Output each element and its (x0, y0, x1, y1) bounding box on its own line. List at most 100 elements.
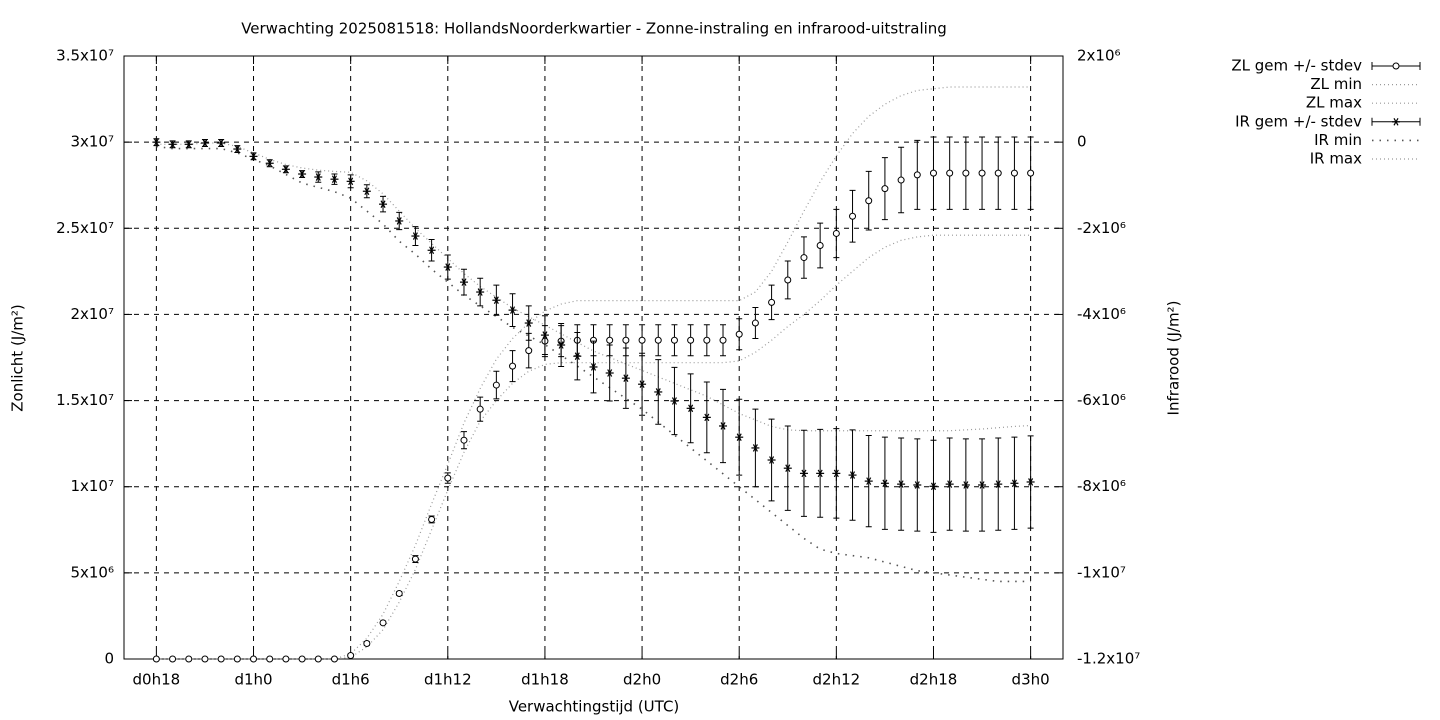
marker (897, 480, 906, 488)
marker-stroke (331, 175, 337, 183)
marker-stroke (736, 433, 742, 441)
y-tick-label: 2x10⁷ (70, 305, 114, 323)
marker-stroke (769, 456, 775, 464)
x-tick-label: d1h0 (234, 671, 272, 689)
marker (719, 336, 727, 344)
marker-stroke (590, 363, 597, 371)
marker (282, 655, 290, 663)
marker (929, 482, 938, 491)
marker (945, 480, 954, 488)
y2-tick-label: -1.2x10⁷ (1077, 650, 1140, 668)
marker-stroke (202, 139, 208, 147)
marker-stroke (574, 352, 580, 361)
marker (832, 469, 841, 478)
marker (881, 185, 889, 193)
marker-stroke (218, 139, 224, 147)
marker (363, 639, 371, 647)
marker-stroke (979, 481, 985, 489)
y-tick-label: 3x10⁷ (70, 133, 114, 151)
chart-title: Verwachting 2025081518: HollandsNoorderk… (241, 20, 947, 38)
marker (767, 456, 776, 464)
legend-label: ZL max (1306, 94, 1362, 112)
marker (848, 471, 857, 479)
marker (622, 336, 630, 344)
marker-stroke (898, 480, 904, 488)
marker (751, 319, 759, 327)
marker-stroke (914, 481, 920, 489)
marker (249, 152, 258, 161)
marker (816, 242, 824, 250)
marker-stroke (412, 232, 418, 240)
x-tick-label: d1h6 (332, 671, 370, 689)
x-tick-label: d3h0 (1012, 671, 1050, 689)
marker (508, 306, 517, 314)
y2-tick-label: -8x10⁶ (1077, 477, 1126, 495)
marker (217, 655, 225, 663)
x-axis-label: Verwachtingstijd (UTC) (509, 698, 680, 716)
marker (298, 655, 306, 663)
marker (735, 433, 744, 441)
marker (509, 362, 517, 370)
marker (540, 331, 549, 339)
marker (978, 169, 986, 177)
marker (217, 139, 226, 147)
marker (994, 480, 1003, 488)
legend-label: IR min (1314, 131, 1362, 149)
marker (1392, 62, 1400, 70)
marker (702, 413, 711, 422)
marker (427, 246, 436, 255)
marker (298, 170, 307, 178)
marker-stroke (170, 140, 176, 149)
marker (524, 319, 533, 327)
marker (428, 515, 436, 523)
marker-stroke (250, 152, 257, 161)
marker (962, 169, 970, 177)
marker (880, 479, 889, 488)
y2-tick-label: -6x10⁶ (1077, 391, 1126, 409)
marker (557, 341, 566, 349)
marker (573, 352, 582, 361)
y-tick-label: 5x10⁶ (70, 563, 114, 581)
marker (719, 422, 728, 430)
marker-stroke (752, 444, 758, 452)
marker (347, 652, 355, 660)
marker (492, 381, 500, 389)
x-tick-label: d1h18 (521, 671, 569, 689)
marker-stroke (866, 477, 872, 485)
marker-stroke (623, 374, 629, 382)
x-tick-label: d2h18 (910, 671, 958, 689)
marker-stroke (963, 481, 969, 489)
marker (816, 469, 825, 478)
marker (185, 655, 193, 663)
marker-stroke (704, 413, 710, 422)
x-tick-label: d2h6 (720, 671, 758, 689)
y2-tick-label: 2x10⁶ (1077, 47, 1121, 65)
legend-label: ZL min (1310, 75, 1362, 93)
marker-stroke (833, 469, 839, 478)
legend-label: IR max (1310, 150, 1362, 168)
marker (379, 200, 388, 208)
marker-stroke (720, 422, 726, 430)
marker (1010, 479, 1019, 488)
marker-stroke (348, 177, 354, 186)
marker-stroke (364, 187, 370, 196)
marker (946, 169, 954, 177)
marker (330, 655, 338, 663)
marker-stroke (671, 397, 677, 405)
marker-stroke (510, 306, 516, 314)
marker-stroke (1393, 118, 1399, 126)
marker (605, 369, 614, 377)
marker-stroke (315, 173, 321, 181)
plot-frame (123, 55, 1064, 660)
marker-stroke (153, 138, 159, 146)
y-tick-label: 3.5x10⁷ (56, 47, 114, 65)
marker (994, 169, 1002, 177)
marker (784, 276, 792, 284)
marker-stroke (558, 341, 564, 349)
marker (281, 165, 290, 174)
marker (978, 481, 987, 489)
marker-stroke (380, 200, 386, 208)
marker (670, 397, 679, 405)
marker (913, 481, 922, 489)
